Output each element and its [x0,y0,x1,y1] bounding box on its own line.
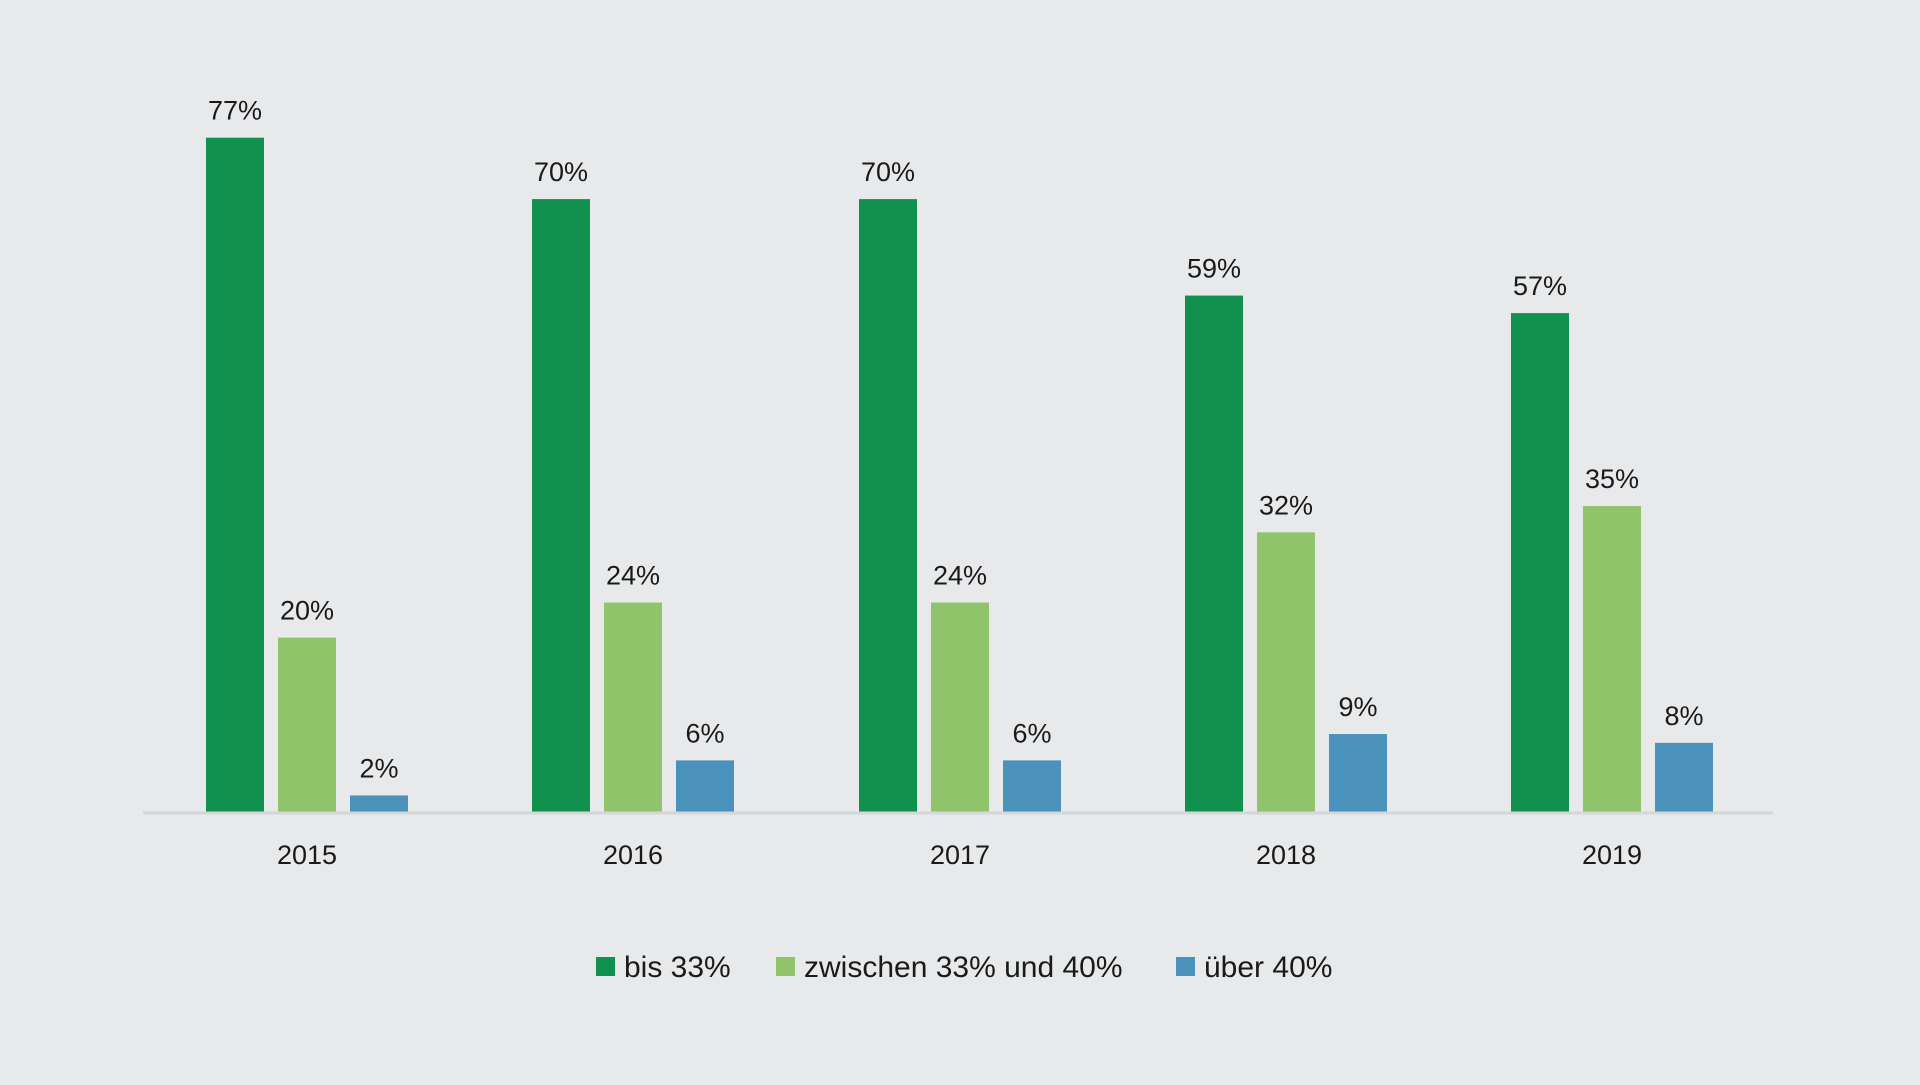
legend-swatch-series-2 [776,957,795,976]
data-label-2019-series-2: 35% [1585,464,1639,494]
x-tick-label-2018: 2018 [1256,840,1316,870]
bars-layer [206,137,1713,814]
bar-2019-series-1 [1511,313,1569,813]
data-label-2017-series-3: 6% [1012,718,1051,748]
data-label-2016-series-1: 70% [534,157,588,187]
x-tick-label-2019: 2019 [1582,840,1642,870]
bar-2017-series-2 [931,602,989,813]
data-label-2016-series-3: 6% [685,718,724,748]
bar-2015-series-1 [206,137,264,813]
bar-2018-series-1 [1185,295,1243,813]
bar-2017-series-3 [1003,760,1061,813]
bar-2016-series-2 [604,602,662,813]
data-label-2017-series-1: 70% [861,157,915,187]
data-labels-layer: 77% 20% 2% 70% 24% 6% 70% 24% 6% 59% 32% 9% 57% 35% 8% [208,96,1704,784]
bar-2018-series-3 [1329,734,1387,813]
data-label-2019-series-3: 8% [1664,701,1703,731]
data-label-2018-series-1: 59% [1187,254,1241,284]
bar-2018-series-2 [1257,532,1315,813]
data-label-2015-series-1: 77% [208,96,262,126]
x-tick-label-2016: 2016 [603,840,663,870]
x-tick-label-2017: 2017 [930,840,990,870]
legend: bis 33% zwischen 33% und 40% über 40% [596,951,1332,984]
legend-swatch-series-3 [1176,957,1195,976]
data-label-2018-series-3: 9% [1338,692,1377,722]
data-label-2019-series-1: 57% [1513,271,1567,301]
legend-swatch-series-1 [596,957,615,976]
data-label-2017-series-2: 24% [933,561,987,591]
legend-label-series-2: zwischen 33% und 40% [804,951,1123,984]
bar-2019-series-2 [1583,506,1641,813]
data-label-2015-series-2: 20% [280,596,334,626]
legend-label-series-3: über 40% [1204,951,1332,984]
bar-2016-series-3 [676,760,734,813]
bar-2019-series-3 [1655,742,1713,813]
legend-label-series-1: bis 33% [624,951,731,984]
x-tick-labels-layer: 2015 2016 2017 2018 2019 [277,840,1642,870]
data-label-2016-series-2: 24% [606,561,660,591]
data-label-2018-series-2: 32% [1259,490,1313,520]
bar-2015-series-3 [350,795,408,813]
x-tick-label-2015: 2015 [277,840,337,870]
bar-2015-series-2 [278,637,336,813]
data-label-2015-series-3: 2% [359,753,398,783]
bar-2016-series-1 [532,199,590,814]
bar-2017-series-1 [859,199,917,814]
